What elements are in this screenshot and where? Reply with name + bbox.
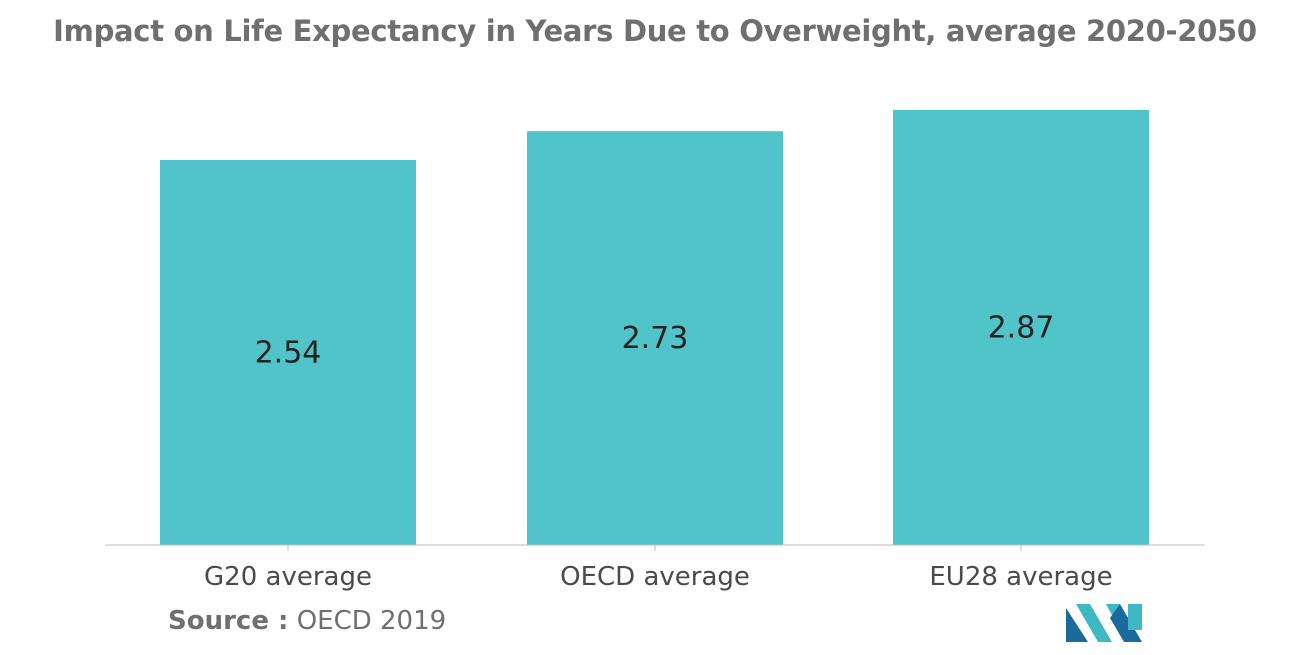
chart-title: Impact on Life Expectancy in Years Due t…	[53, 14, 1257, 48]
x-tick-label: EU28 average	[929, 562, 1112, 592]
bar-value-label: 2.54	[255, 336, 322, 371]
mordor-intelligence-logo-icon	[1066, 604, 1142, 642]
bar-eu28-average	[893, 110, 1149, 545]
ticks-layer	[287, 545, 1022, 551]
x-tick-label: G20 average	[204, 562, 372, 592]
bar-oecd-average	[527, 131, 783, 545]
values-layer: 2.54 2.73 2.87	[255, 311, 1055, 371]
logo-shape-mid	[1076, 604, 1112, 642]
bars-layer	[160, 110, 1149, 545]
labels-layer: G20 average OECD average EU28 average	[204, 562, 1113, 592]
logo-shape-right-bar	[1128, 604, 1142, 630]
source-note: Source : OECD 2019	[168, 606, 446, 636]
source-text: OECD 2019	[296, 606, 447, 636]
logo-shape-left	[1066, 608, 1088, 642]
x-tick-label: OECD average	[560, 562, 750, 592]
bar-g20-average	[160, 160, 416, 545]
bar-value-label: 2.87	[988, 311, 1055, 346]
source-label: Source :	[168, 606, 289, 636]
logo-shape-right-b	[1110, 604, 1142, 642]
bar-value-label: 2.73	[622, 321, 689, 356]
bar-chart: 2.54 2.73 2.87 G20 average OECD average EU28…	[105, 110, 1205, 592]
